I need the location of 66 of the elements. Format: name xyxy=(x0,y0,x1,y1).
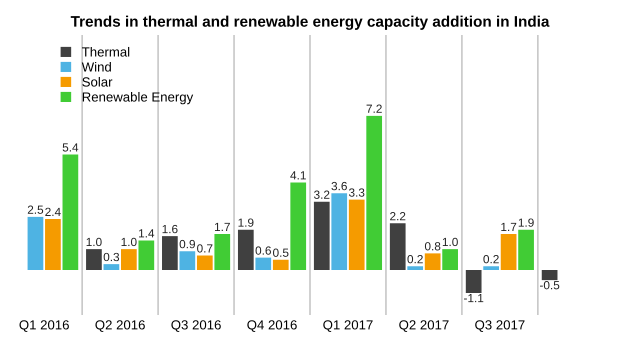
bar xyxy=(314,201,330,270)
x-tick-label: Q2 2016 xyxy=(95,320,145,332)
bar xyxy=(390,222,406,270)
data-label: 3.2 xyxy=(314,190,330,199)
data-label: 3.3 xyxy=(348,188,364,197)
bar xyxy=(45,218,61,270)
chart-title: Trends in thermal and renewable energy capacity addition in India xyxy=(70,16,550,30)
data-label: 0.6 xyxy=(256,246,271,255)
bar xyxy=(179,250,196,270)
bar xyxy=(255,257,272,270)
data-label: 5.4 xyxy=(62,143,78,152)
data-label: 0.9 xyxy=(180,240,195,248)
bar xyxy=(290,182,306,270)
bar xyxy=(442,248,458,270)
data-label: 1.0 xyxy=(86,238,102,246)
legend-label: Wind xyxy=(82,62,111,72)
x-tick-label: Q4 2016 xyxy=(247,320,297,332)
bar xyxy=(272,259,289,270)
data-label: 0.5 xyxy=(273,248,288,257)
data-label: 0.2 xyxy=(407,254,423,264)
data-label: -1.1 xyxy=(464,294,484,302)
legend-label: Thermal xyxy=(82,46,130,57)
data-label: 1.7 xyxy=(501,222,516,231)
data-label: 1.9 xyxy=(238,218,254,227)
data-label: 0.8 xyxy=(424,242,440,250)
x-tick-label: Q2 2017 xyxy=(399,320,449,332)
bar xyxy=(196,254,213,270)
bar xyxy=(348,199,365,270)
bar xyxy=(238,229,254,270)
bar xyxy=(121,248,137,270)
bar xyxy=(424,252,441,270)
x-tick-label: Q1 2016 xyxy=(19,320,69,332)
bar xyxy=(366,115,382,270)
data-label: 1.7 xyxy=(214,222,230,231)
bar xyxy=(162,236,178,270)
bar xyxy=(466,270,482,294)
data-label: 0.7 xyxy=(197,244,212,253)
bar xyxy=(62,154,78,270)
data-label: 1.0 xyxy=(442,238,458,246)
legend-label: Solar xyxy=(82,76,112,87)
data-label: 3.6 xyxy=(331,182,347,190)
bar xyxy=(214,233,230,270)
legend-label: Renewable Energy xyxy=(82,92,194,104)
data-label: 2.2 xyxy=(390,212,406,220)
bar xyxy=(500,233,516,270)
bar xyxy=(86,248,102,270)
data-label: 1.4 xyxy=(139,229,154,238)
data-label: 1.6 xyxy=(162,224,178,234)
bar xyxy=(331,192,348,270)
data-label: 1.9 xyxy=(518,218,534,227)
data-label: 4.1 xyxy=(290,171,306,180)
data-label: 0.2 xyxy=(483,254,499,264)
bar xyxy=(28,216,44,270)
x-tick-label: Q3 2016 xyxy=(171,320,221,332)
data-label: 2.5 xyxy=(28,206,44,214)
bar xyxy=(138,240,154,270)
data-label: 1.0 xyxy=(122,238,137,246)
data-label: 0.3 xyxy=(104,252,120,262)
data-label: 2.4 xyxy=(45,208,61,216)
x-tick-label: Q3 2017 xyxy=(475,320,525,332)
bar xyxy=(542,270,558,281)
x-tick-label: Q1 2017 xyxy=(323,320,373,332)
bar xyxy=(104,264,120,270)
data-label: 7.2 xyxy=(366,104,382,113)
data-label: -0.5 xyxy=(540,281,560,290)
bar xyxy=(518,229,534,270)
